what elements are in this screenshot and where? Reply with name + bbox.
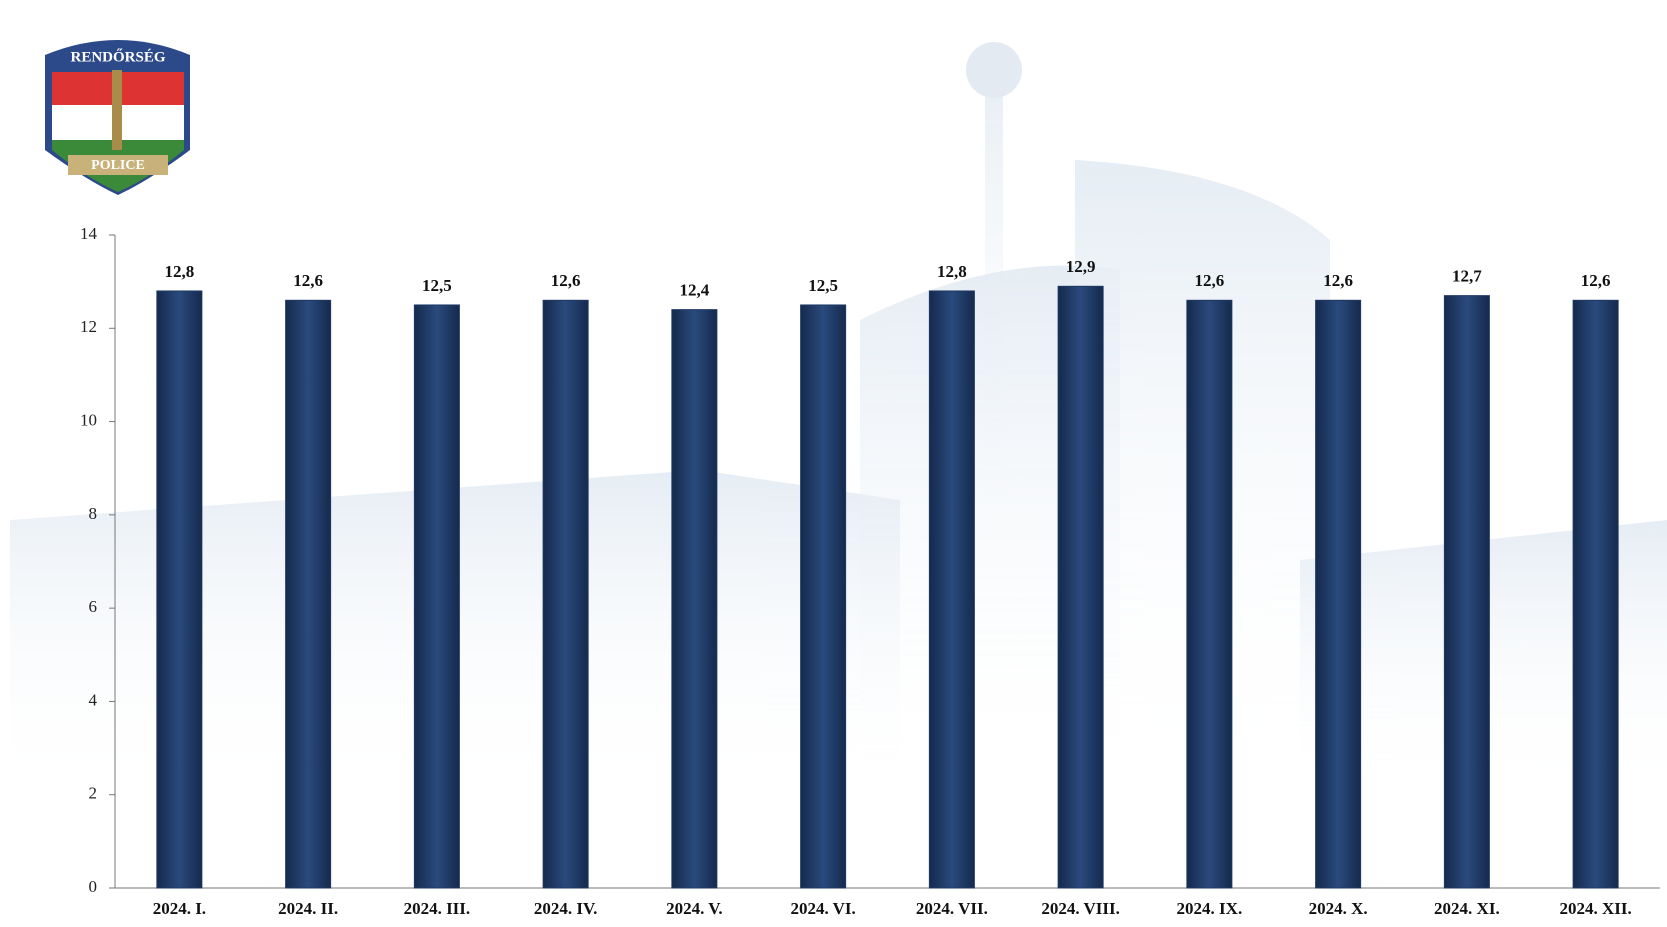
bar — [285, 299, 332, 889]
value-label: 12,6 — [1581, 271, 1611, 290]
y-tick-label: 12 — [80, 317, 97, 336]
x-tick-label: 2024. IX. — [1177, 899, 1243, 918]
x-tick-label: 2024. I. — [153, 899, 206, 918]
value-label: 12,4 — [680, 281, 710, 300]
x-tick-label: 2024. II. — [278, 899, 338, 918]
bar — [156, 290, 203, 889]
value-label: 12,8 — [165, 262, 195, 281]
y-tick-label: 10 — [80, 410, 97, 429]
bar — [1572, 299, 1619, 889]
bar — [928, 290, 975, 889]
bar — [1057, 285, 1104, 889]
x-tick-label: 2024. VIII. — [1041, 899, 1120, 918]
x-tick-label: 2024. VII. — [916, 899, 988, 918]
value-label: 12,6 — [293, 271, 323, 290]
bar — [1443, 295, 1490, 889]
y-tick-label: 8 — [89, 504, 98, 523]
bar — [413, 304, 460, 889]
bar — [1186, 299, 1233, 889]
y-tick-label: 4 — [89, 690, 98, 709]
y-tick-label: 6 — [89, 597, 98, 616]
bar — [542, 299, 589, 889]
x-tick-label: 2024. XII. — [1559, 899, 1631, 918]
bar — [800, 304, 847, 889]
bar — [1315, 299, 1362, 889]
x-tick-label: 2024. X. — [1309, 899, 1368, 918]
value-label: 12,5 — [422, 276, 452, 295]
logo-bottom-text: POLICE — [91, 158, 145, 173]
value-label: 12,9 — [1066, 257, 1096, 276]
logo-top-text: RENDŐRSÉG — [70, 48, 165, 65]
y-tick-label: 2 — [89, 784, 98, 803]
y-tick-label: 14 — [80, 224, 98, 243]
y-tick-label: 0 — [89, 877, 98, 896]
value-label: 12,6 — [1195, 271, 1225, 290]
x-tick-label: 2024. IV. — [534, 899, 597, 918]
x-tick-label: 2024. V. — [666, 899, 723, 918]
logo: RENDŐRSÉG POLICE — [45, 40, 190, 195]
value-label: 12,6 — [1323, 271, 1353, 290]
value-label: 12,6 — [551, 271, 581, 290]
x-tick-label: 2024. XI. — [1434, 899, 1500, 918]
value-label: 12,7 — [1452, 267, 1482, 286]
x-tick-label: 2024. III. — [404, 899, 471, 918]
value-label: 12,8 — [937, 262, 967, 281]
bar — [671, 309, 718, 889]
x-tick-label: 2024. VI. — [790, 899, 855, 918]
value-label: 12,5 — [808, 276, 838, 295]
